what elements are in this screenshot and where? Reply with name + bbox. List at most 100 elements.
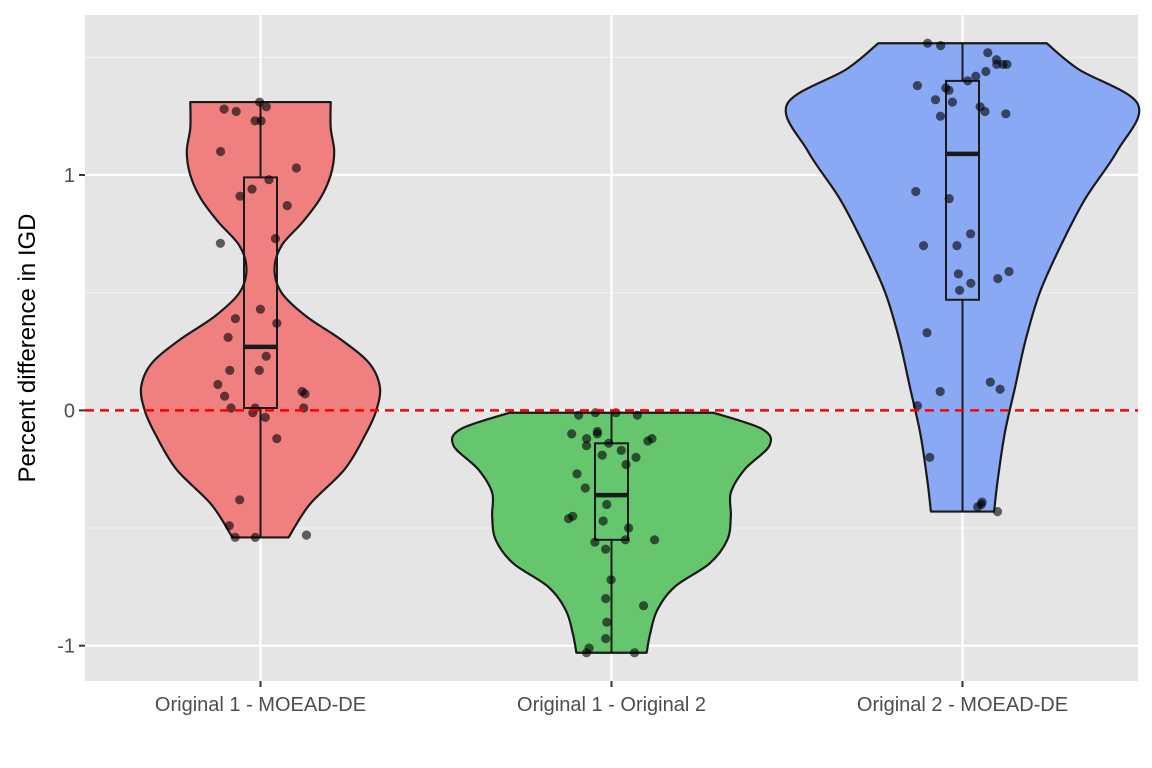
data-point (230, 532, 240, 543)
data-point (922, 328, 932, 338)
data-point (911, 186, 921, 197)
data-point (919, 241, 929, 251)
data-point (220, 391, 230, 401)
box-iqr (945, 79, 980, 301)
data-point (925, 452, 935, 462)
data-point (1001, 109, 1011, 119)
data-point (624, 523, 634, 533)
data-point (598, 516, 608, 526)
violin-shape (784, 42, 1141, 513)
data-point (574, 410, 584, 420)
data-point (216, 146, 226, 157)
data-point (981, 66, 991, 77)
y-tick-label: 1 (64, 165, 75, 187)
data-point (601, 544, 611, 554)
data-point (230, 314, 240, 324)
data-point (985, 377, 995, 387)
x-tick-label: Original 1 - Original 2 (517, 694, 706, 716)
data-point (264, 175, 274, 185)
data-point (272, 434, 282, 444)
data-point (301, 530, 312, 540)
data-point (581, 441, 592, 451)
data-point (923, 38, 933, 48)
data-point (966, 229, 976, 239)
data-point (935, 386, 945, 397)
data-point (235, 191, 245, 201)
data-point (971, 71, 981, 81)
data-point (601, 634, 611, 644)
data-point (597, 450, 607, 460)
data-point (944, 85, 954, 95)
data-point (224, 521, 234, 531)
violin-shape (139, 100, 382, 539)
data-point (992, 59, 1002, 69)
data-point (992, 507, 1003, 517)
x-tick-label: Original 2 - MOEAD-DE (857, 694, 1068, 716)
data-point (621, 459, 631, 470)
y-tick-label: -1 (57, 636, 75, 658)
data-point (291, 163, 301, 173)
data-point (300, 389, 310, 399)
data-point (930, 95, 941, 105)
data-point (572, 469, 582, 479)
data-point (592, 429, 602, 439)
data-point (256, 116, 266, 126)
data-point (935, 111, 946, 121)
data-point (993, 274, 1003, 284)
data-point (235, 495, 245, 505)
x-tick-label: Original 1 - MOEAD-DE (155, 694, 366, 716)
data-point (219, 104, 229, 114)
data-point (632, 410, 643, 420)
data-point (247, 184, 257, 194)
data-point (601, 594, 611, 604)
y-axis-title: Percent difference in IGD (14, 213, 41, 482)
data-point (639, 601, 649, 611)
data-point (616, 445, 626, 455)
data-point (260, 412, 270, 422)
data-point (254, 365, 264, 375)
data-point (998, 59, 1008, 69)
data-point (980, 106, 990, 117)
data-point (650, 535, 660, 545)
data-point (602, 617, 612, 627)
data-point (955, 285, 965, 295)
data-point (912, 401, 923, 411)
data-point (270, 234, 280, 244)
data-point (590, 537, 600, 547)
data-point (255, 304, 265, 314)
data-point (564, 514, 574, 524)
data-point (643, 436, 653, 446)
data-point (973, 502, 983, 512)
data-point (250, 532, 260, 543)
data-point (606, 575, 616, 585)
data-point (225, 365, 235, 375)
data-point (582, 434, 592, 444)
data-point (567, 429, 577, 439)
data-point (952, 241, 962, 251)
violins (139, 42, 1141, 654)
jitter-points (213, 38, 1014, 658)
data-point (602, 499, 612, 510)
data-point (953, 269, 964, 279)
data-point (272, 318, 282, 328)
violin-shape (450, 411, 773, 654)
data-point (629, 648, 640, 658)
data-point (963, 76, 973, 86)
x-axis: Original 1 - MOEAD-DE Original 1 - Origin… (155, 681, 1068, 716)
data-point (620, 535, 631, 545)
data-point (966, 278, 976, 288)
data-point (995, 384, 1005, 394)
y-tick-label: 0 (64, 400, 75, 422)
data-point (944, 194, 954, 204)
data-point (255, 97, 265, 107)
data-point (261, 102, 271, 112)
data-point (631, 452, 641, 462)
data-point (231, 106, 241, 117)
data-point (912, 81, 923, 91)
data-point (983, 48, 993, 58)
y-axis: -1 0 1 (57, 165, 85, 658)
box-iqr (243, 176, 278, 410)
data-point (580, 483, 590, 493)
data-point (261, 351, 271, 361)
